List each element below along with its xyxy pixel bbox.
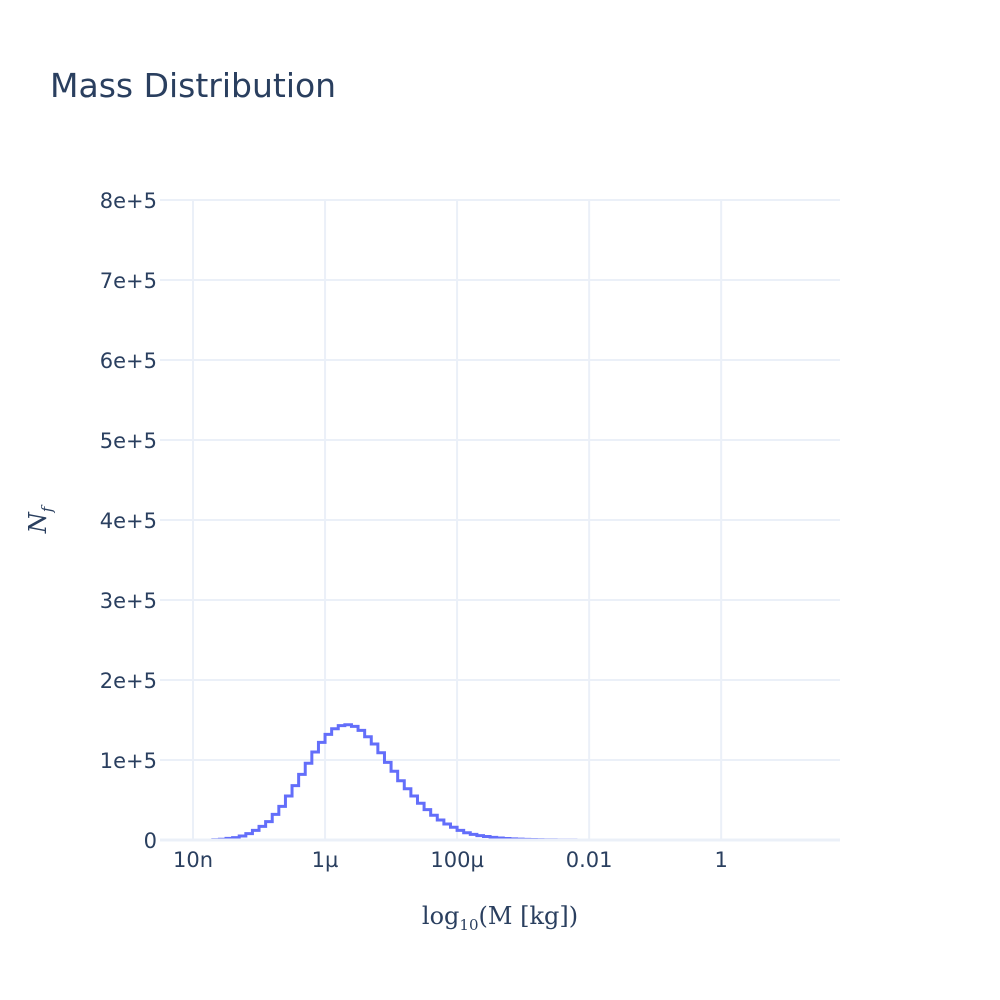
y-axis-ticks: 0 1e+5 2e+5 3e+5 4e+5 5e+5 6e+5 7e+5 8e+5 xyxy=(100,189,157,853)
x-tick-label: 1 xyxy=(714,848,727,872)
grid xyxy=(160,199,840,840)
y-tick-label: 0 xyxy=(144,829,157,853)
y-tick-label: 6e+5 xyxy=(100,349,157,373)
y-tick-label: 7e+5 xyxy=(100,269,157,293)
y-tick-label: 3e+5 xyxy=(100,589,157,613)
y-tick-label: 2e+5 xyxy=(100,669,157,693)
x-tick-label: 1µ xyxy=(312,848,339,872)
y-tick-label: 5e+5 xyxy=(100,429,157,453)
y-tick-label: 8e+5 xyxy=(100,189,157,213)
x-tick-label: 0.01 xyxy=(566,848,613,872)
x-tick-label: 100µ xyxy=(430,848,483,872)
y-axis-label: Nf xyxy=(24,504,56,534)
chart-title: Mass Distribution xyxy=(50,66,337,105)
histogram-step-line xyxy=(160,723,840,842)
x-axis-ticks: 10n 1µ 100µ 0.01 1 xyxy=(173,848,728,872)
y-tick-label: 1e+5 xyxy=(100,749,157,773)
y-tick-label: 4e+5 xyxy=(100,509,157,533)
x-tick-label: 10n xyxy=(173,848,213,872)
x-axis-label: log10(M [kg]) xyxy=(422,902,578,934)
